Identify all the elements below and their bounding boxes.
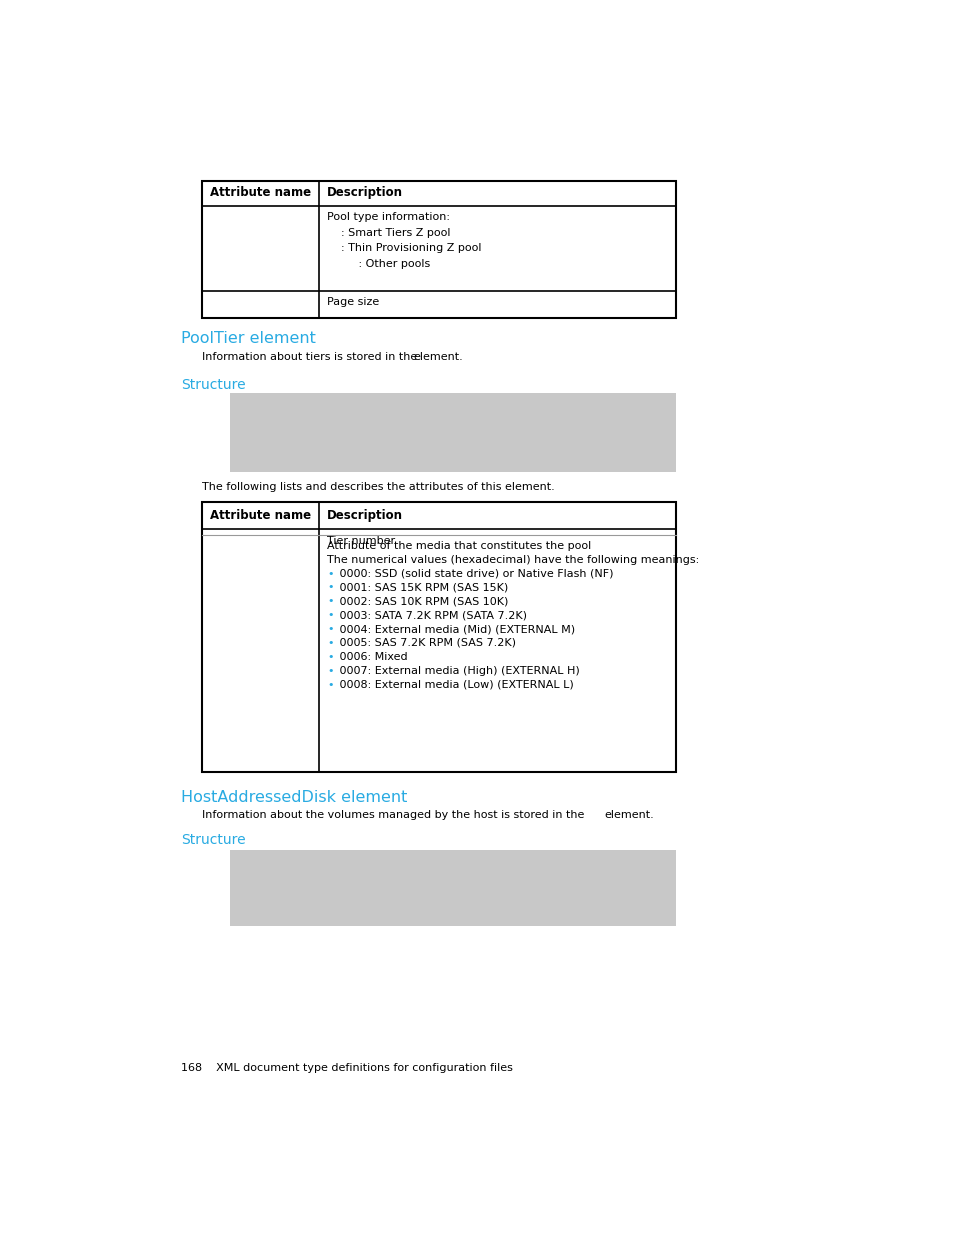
Text: Description: Description (327, 186, 402, 199)
Text: 0004: External media (Mid) (EXTERNAL M): 0004: External media (Mid) (EXTERNAL M) (335, 624, 575, 634)
Text: 0005: SAS 7.2K RPM (SAS 7.2K): 0005: SAS 7.2K RPM (SAS 7.2K) (335, 638, 516, 648)
Text: Structure: Structure (181, 378, 246, 391)
Text: Tier number: Tier number (327, 536, 395, 546)
Text: element.: element. (414, 352, 463, 362)
Text: •: • (327, 583, 334, 593)
Text: •: • (327, 638, 334, 648)
Bar (230, 851, 675, 926)
Text: 0002: SAS 10K RPM (SAS 10K): 0002: SAS 10K RPM (SAS 10K) (335, 597, 508, 606)
Text: The numerical values (hexadecimal) have the following meanings:: The numerical values (hexadecimal) have … (327, 555, 699, 564)
Text: 0007: External media (High) (EXTERNAL H): 0007: External media (High) (EXTERNAL H) (335, 666, 579, 676)
Text: 0001: SAS 15K RPM (SAS 15K): 0001: SAS 15K RPM (SAS 15K) (335, 583, 508, 593)
Text: •: • (327, 666, 334, 676)
Text: Attribute name: Attribute name (210, 509, 311, 522)
Text: •: • (327, 568, 334, 579)
Text: 0008: External media (Low) (EXTERNAL L): 0008: External media (Low) (EXTERNAL L) (335, 679, 574, 689)
Text: •: • (327, 624, 334, 634)
Text: •: • (327, 679, 334, 689)
Text: Pool type information:
    : Smart Tiers Z pool
    : Thin Provisioning Z pool
 : Pool type information: : Smart Tiers Z p… (327, 212, 481, 269)
Text: HostAddressedDisk element: HostAddressedDisk element (181, 789, 407, 805)
Text: 0003: SATA 7.2K RPM (SATA 7.2K): 0003: SATA 7.2K RPM (SATA 7.2K) (335, 610, 527, 620)
Text: PoolTier element: PoolTier element (181, 331, 315, 346)
Text: element.: element. (604, 810, 654, 820)
Text: •: • (327, 610, 334, 620)
Text: Description: Description (327, 509, 402, 522)
Text: The following lists and describes the attributes of this element.: The following lists and describes the at… (202, 483, 555, 493)
Bar (230, 393, 675, 472)
Text: Page size: Page size (327, 296, 378, 306)
Text: Information about the volumes managed by the host is stored in the: Information about the volumes managed by… (202, 810, 584, 820)
Text: •: • (327, 597, 334, 606)
Text: 0000: SSD (solid state drive) or Native Flash (NF): 0000: SSD (solid state drive) or Native … (335, 568, 613, 579)
Text: 0006: Mixed: 0006: Mixed (335, 652, 408, 662)
Text: Information about tiers is stored in the: Information about tiers is stored in the (202, 352, 417, 362)
Text: 168    XML document type definitions for configuration files: 168 XML document type definitions for co… (181, 1063, 513, 1073)
Text: •: • (327, 652, 334, 662)
Bar (202, 180, 675, 317)
Text: Attribute of the media that constitutes the pool: Attribute of the media that constitutes … (327, 541, 591, 551)
Text: Attribute name: Attribute name (210, 186, 311, 199)
Text: Structure: Structure (181, 834, 246, 847)
Bar (202, 503, 675, 772)
